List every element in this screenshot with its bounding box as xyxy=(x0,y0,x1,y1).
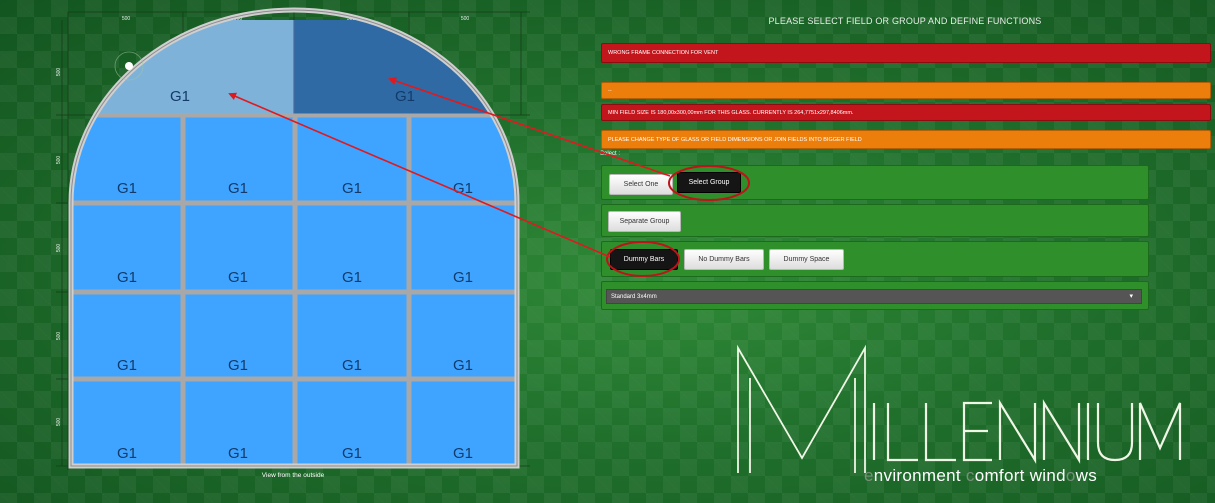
field-label: G1 xyxy=(453,445,473,462)
field-label: G1 xyxy=(117,180,137,197)
dummy-space-button[interactable]: Dummy Space xyxy=(769,249,844,270)
error-message: MIN FIELD SIZE IS 180,00x300,00mm FOR TH… xyxy=(601,104,1211,121)
dimension-labels-top: 500 500 500 500 xyxy=(122,16,470,22)
error-message: WRONG FRAME CONNECTION FOR VENT xyxy=(601,43,1211,63)
field-label: G1 xyxy=(342,269,362,286)
glass-field[interactable] xyxy=(294,291,410,380)
field-label: G1 xyxy=(453,269,473,286)
dimension-label: 500 xyxy=(347,16,356,22)
glass-field[interactable] xyxy=(182,378,296,466)
dimension-label: 500 xyxy=(56,418,62,427)
glare-dot xyxy=(125,62,133,70)
warning-message: -- xyxy=(601,82,1211,99)
field-label: G1 xyxy=(342,180,362,197)
glass-field[interactable] xyxy=(71,202,184,293)
glass-field[interactable] xyxy=(71,114,184,204)
group-actions-row xyxy=(601,204,1149,237)
field-label: G1 xyxy=(117,269,137,286)
field-label: G1 xyxy=(228,357,248,374)
dimension-label: 500 xyxy=(56,68,62,77)
select-label: Select : xyxy=(600,151,621,157)
dimension-label: 500 xyxy=(234,16,243,22)
glare-ring xyxy=(114,51,144,81)
field-label: G1 xyxy=(117,445,137,462)
dimension-label: 500 xyxy=(56,332,62,341)
warning-message: PLEASE CHANGE TYPE OF GLASS OR FIELD DIM… xyxy=(601,130,1211,149)
field-label: G1 xyxy=(395,88,415,105)
field-label: G1 xyxy=(342,445,362,462)
separate-group-button[interactable]: Separate Group xyxy=(608,211,681,232)
dummy-bars-button[interactable]: Dummy Bars xyxy=(610,249,678,270)
field-label: G1 xyxy=(228,269,248,286)
field-label: G1 xyxy=(228,445,248,462)
field-label: G1 xyxy=(453,357,473,374)
field-label: G1 xyxy=(228,180,248,197)
dimension-label: 500 xyxy=(122,16,131,22)
field-label: G1 xyxy=(453,180,473,197)
select-group-button[interactable]: Select Group xyxy=(677,172,741,193)
view-caption: View from the outside xyxy=(262,472,325,479)
dimension-label: 500 xyxy=(56,244,62,253)
millennium-logo xyxy=(737,344,1182,473)
logo-tagline: environment comfort windows xyxy=(864,466,1098,485)
glass-type-value: Standard 3x4mm xyxy=(611,293,657,300)
field-label: G1 xyxy=(117,357,137,374)
no-dummy-bars-button[interactable]: No Dummy Bars xyxy=(684,249,764,270)
select-one-button[interactable]: Select One xyxy=(609,174,673,195)
glass-field[interactable] xyxy=(182,291,296,380)
window-drawing: 500 500 500 500 500 500 500 500 500 xyxy=(56,7,530,479)
glass-field[interactable] xyxy=(294,378,410,466)
field-label: G1 xyxy=(342,357,362,374)
glass-fields xyxy=(71,20,517,466)
glass-field[interactable] xyxy=(71,378,184,466)
dimension-labels-side: 500 500 500 500 500 xyxy=(56,68,62,427)
dimension-label: 500 xyxy=(56,156,62,165)
dimension-label: 500 xyxy=(461,16,470,22)
panel-title: PLEASE SELECT FIELD OR GROUP AND DEFINE … xyxy=(768,16,1042,26)
chevron-down-icon[interactable]: ▾ xyxy=(1129,293,1133,300)
glass-type-select[interactable]: Standard 3x4mm ▾ xyxy=(606,289,1142,304)
field-label: G1 xyxy=(170,88,190,105)
